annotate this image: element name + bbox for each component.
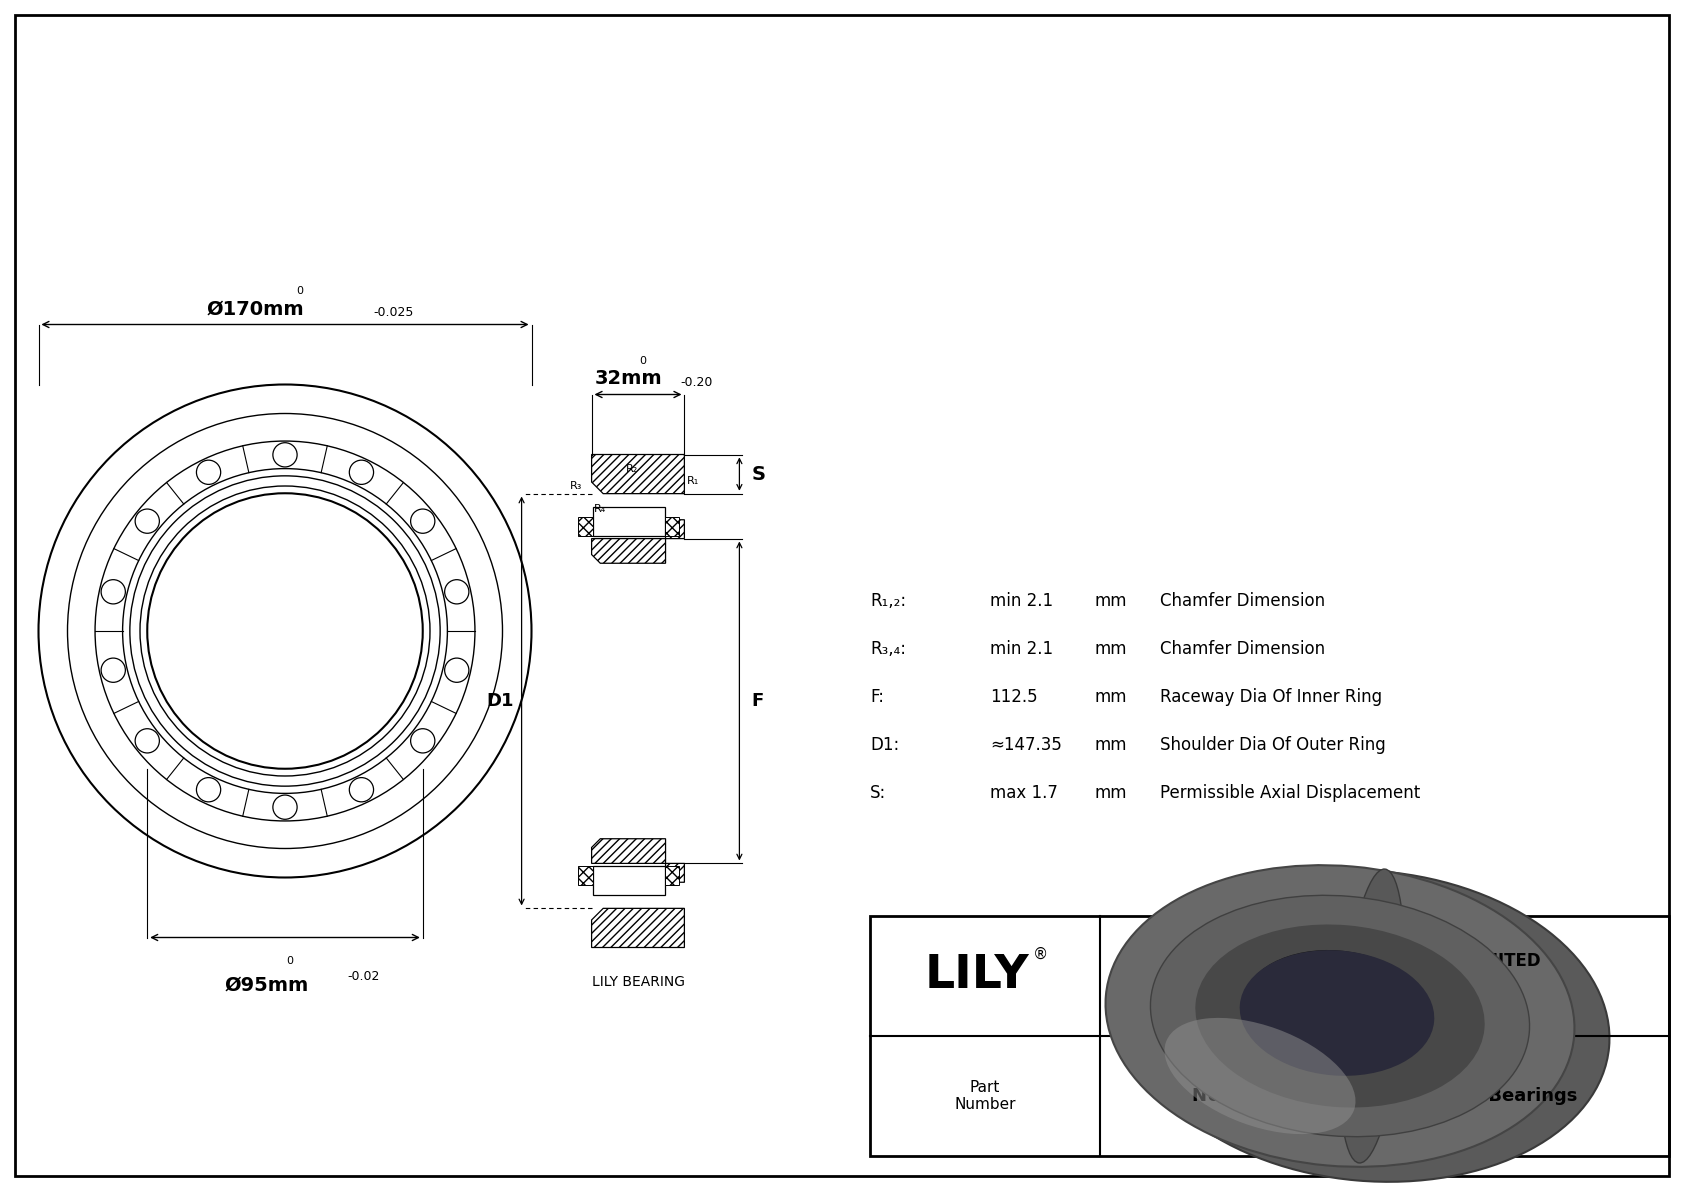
Ellipse shape <box>1165 1018 1356 1134</box>
Polygon shape <box>578 866 593 885</box>
Polygon shape <box>591 455 684 493</box>
Text: min 2.1: min 2.1 <box>990 592 1052 610</box>
Text: R₃,₄:: R₃,₄: <box>871 640 906 657</box>
Text: D1:: D1: <box>871 736 899 754</box>
Polygon shape <box>578 517 593 536</box>
Text: min 2.1: min 2.1 <box>990 640 1052 657</box>
Text: mm: mm <box>1095 688 1128 706</box>
Text: Email: lilybearing@lily-bearing.com: Email: lilybearing@lily-bearing.com <box>1261 984 1507 998</box>
Polygon shape <box>593 506 665 536</box>
Text: R₁: R₁ <box>687 476 699 486</box>
Polygon shape <box>591 909 684 948</box>
Text: 0: 0 <box>640 356 647 367</box>
Text: 0: 0 <box>296 287 303 297</box>
Text: LILY: LILY <box>925 954 1029 998</box>
Text: max 1.7: max 1.7 <box>990 784 1058 802</box>
Text: 32mm: 32mm <box>594 369 662 388</box>
Text: Ø95mm: Ø95mm <box>226 975 310 994</box>
Polygon shape <box>665 866 679 885</box>
Polygon shape <box>593 866 665 896</box>
Text: ≈147.35: ≈147.35 <box>990 736 1063 754</box>
Text: R₂: R₂ <box>626 464 638 474</box>
Text: ®: ® <box>1032 947 1047 961</box>
Ellipse shape <box>1130 871 1610 1181</box>
Text: mm: mm <box>1095 592 1128 610</box>
Text: -0.025: -0.025 <box>372 306 413 318</box>
Text: Chamfer Dimension: Chamfer Dimension <box>1160 640 1325 657</box>
Text: LILY BEARING: LILY BEARING <box>591 975 684 990</box>
Text: S: S <box>751 464 766 484</box>
Text: R₁,₂:: R₁,₂: <box>871 592 906 610</box>
Ellipse shape <box>1196 924 1485 1108</box>
Text: -0.20: -0.20 <box>680 375 712 388</box>
Text: mm: mm <box>1095 640 1128 657</box>
Text: mm: mm <box>1095 736 1128 754</box>
Text: 0: 0 <box>286 955 293 966</box>
Text: Part
Number: Part Number <box>955 1080 1015 1112</box>
Text: SHANGHAI LILY BEARING LIMITED: SHANGHAI LILY BEARING LIMITED <box>1228 952 1541 969</box>
Polygon shape <box>665 517 679 536</box>
Text: Shoulder Dia Of Outer Ring: Shoulder Dia Of Outer Ring <box>1160 736 1386 754</box>
Text: -0.02: -0.02 <box>347 969 379 983</box>
Bar <box>871 916 1669 1156</box>
Text: R₃: R₃ <box>569 481 583 491</box>
Text: F:: F: <box>871 688 884 706</box>
Text: Raceway Dia Of Inner Ring: Raceway Dia Of Inner Ring <box>1160 688 1383 706</box>
Text: R₄: R₄ <box>593 504 606 513</box>
Ellipse shape <box>1339 869 1404 1162</box>
Polygon shape <box>591 519 684 563</box>
Ellipse shape <box>1105 865 1575 1167</box>
Ellipse shape <box>1150 896 1529 1136</box>
Text: D1: D1 <box>487 692 514 710</box>
Ellipse shape <box>1206 930 1475 1102</box>
Text: F: F <box>751 692 763 710</box>
Text: Ø170mm: Ø170mm <box>205 299 303 318</box>
Polygon shape <box>591 838 684 883</box>
Text: Chamfer Dimension: Chamfer Dimension <box>1160 592 1325 610</box>
Text: NU 219 ECJ Cylindrical Roller Bearings: NU 219 ECJ Cylindrical Roller Bearings <box>1192 1087 1578 1105</box>
Text: S:: S: <box>871 784 886 802</box>
Text: Permissible Axial Displacement: Permissible Axial Displacement <box>1160 784 1420 802</box>
Text: 112.5: 112.5 <box>990 688 1037 706</box>
Ellipse shape <box>1239 950 1435 1075</box>
Text: mm: mm <box>1095 784 1128 802</box>
Ellipse shape <box>1243 950 1428 1072</box>
